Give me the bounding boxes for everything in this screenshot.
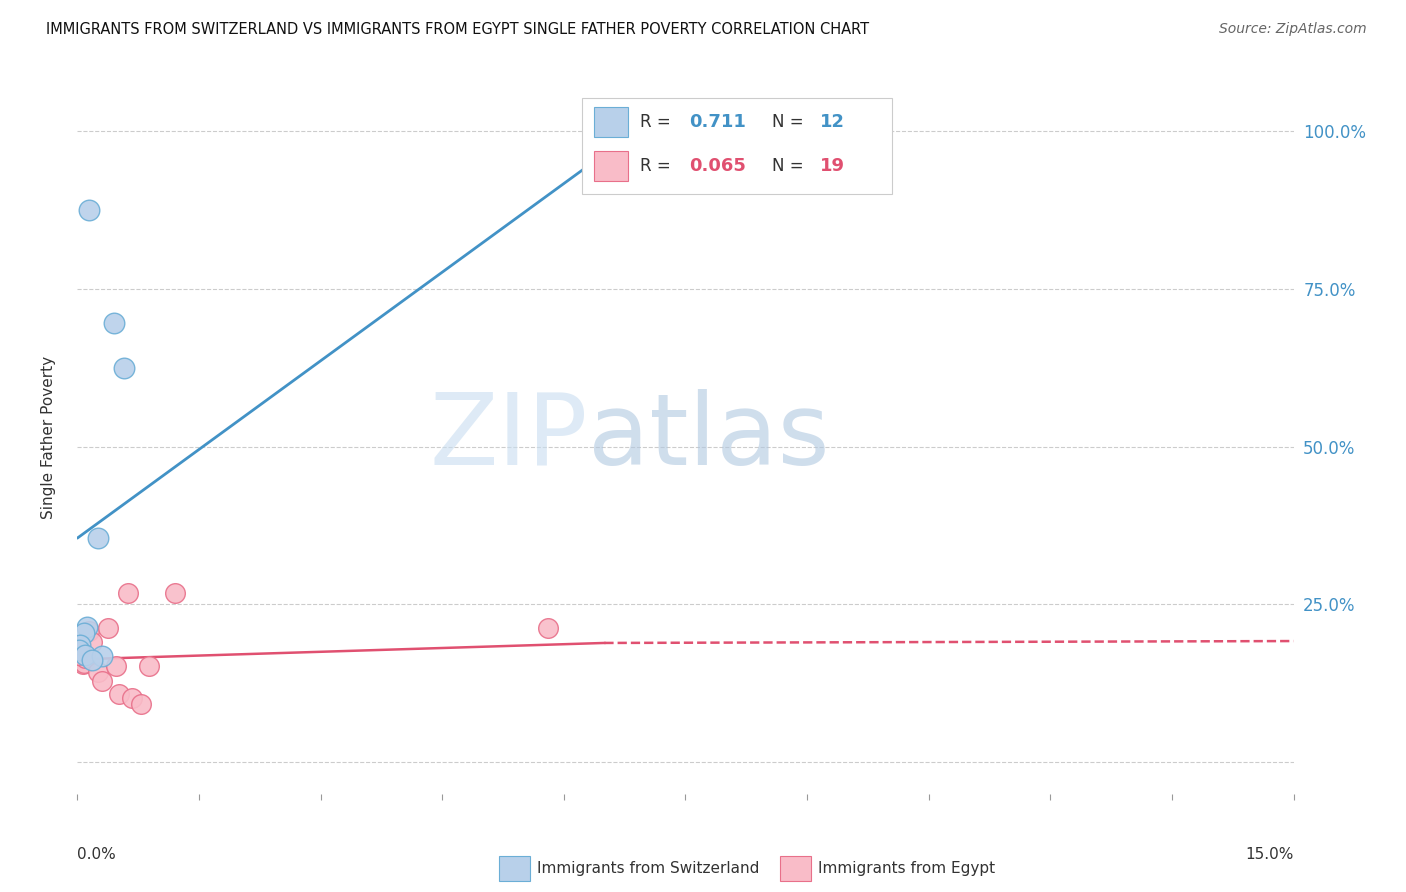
Point [90,674,112,689]
Point [97,622,120,636]
Text: Immigrants from Egypt: Immigrants from Egypt [818,862,995,876]
Point [129,697,152,711]
Text: atlas: atlas [588,389,830,485]
Point [69,639,91,653]
Point [80,653,103,667]
Text: Immigrants from Switzerland: Immigrants from Switzerland [537,862,759,876]
Point [86,665,108,679]
Text: R =: R = [640,112,676,130]
Text: Source: ZipAtlas.com: Source: ZipAtlas.com [1219,22,1367,37]
Y-axis label: Single Father Poverty: Single Father Poverty [42,356,56,518]
Point [86,531,108,545]
Point [76,619,98,633]
Text: 19: 19 [821,157,845,175]
Text: 0.711: 0.711 [689,112,747,130]
Point [73,651,96,665]
Point [80,635,103,649]
Text: 0.065: 0.065 [689,157,747,175]
Text: ZIP: ZIP [430,389,588,485]
Point [117,586,139,600]
Point [70,649,93,664]
Text: N =: N = [772,112,808,130]
Point [585,124,607,138]
Point [163,586,186,600]
Text: R =: R = [640,157,676,175]
Text: 15.0%: 15.0% [1246,847,1294,863]
Point [138,659,160,673]
Point [77,202,100,217]
Text: IMMIGRANTS FROM SWITZERLAND VS IMMIGRANTS FROM EGYPT SINGLE FATHER POVERTY CORRE: IMMIGRANTS FROM SWITZERLAND VS IMMIGRANT… [46,22,869,37]
Point [105,659,128,673]
Bar [595,107,628,136]
Text: 0.0%: 0.0% [77,847,117,863]
Text: N =: N = [772,157,808,175]
Point [73,625,96,640]
Text: 12: 12 [821,112,845,130]
Point [112,360,135,375]
Point [108,687,131,701]
Point [90,649,112,664]
Point [72,657,94,672]
FancyBboxPatch shape [582,98,893,194]
Point [67,643,90,657]
Bar [595,151,628,181]
Point [79,624,101,638]
Point [67,648,90,662]
Point [69,645,91,659]
Point [536,622,558,636]
Point [73,656,96,670]
Point [75,648,97,662]
Point [103,317,125,331]
Point [121,690,143,705]
